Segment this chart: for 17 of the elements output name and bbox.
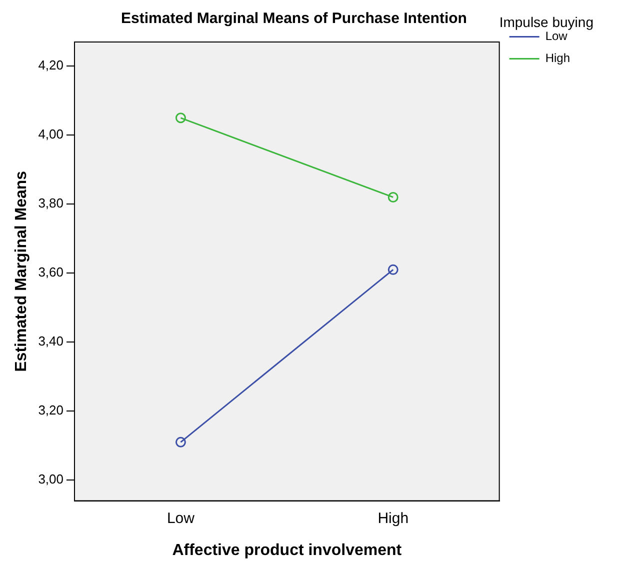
point bbox=[388, 264, 398, 275]
legend-label: Low bbox=[545, 29, 568, 44]
x-axis-title: Affective product involvement bbox=[172, 542, 402, 559]
y-tick-label: 3,80 bbox=[38, 196, 64, 211]
y-tick-label: 4,00 bbox=[38, 126, 64, 142]
y-tick-label: 3,00 bbox=[38, 472, 64, 487]
y-axis-title: Estimated Marginal Means bbox=[13, 170, 30, 372]
legend-title: Impulse buying bbox=[499, 14, 594, 30]
point bbox=[175, 436, 186, 448]
legend-label: High bbox=[545, 51, 570, 66]
point bbox=[388, 192, 398, 202]
y-tick-label: 3,20 bbox=[38, 402, 64, 418]
y-tick-label: 3,60 bbox=[38, 264, 64, 280]
y-tick-label: 3,40 bbox=[38, 334, 64, 349]
chart-title: Estimated Marginal Means of Purchase Intention bbox=[121, 10, 467, 28]
y-tick-label: 4,20 bbox=[38, 58, 64, 73]
point bbox=[175, 112, 186, 124]
